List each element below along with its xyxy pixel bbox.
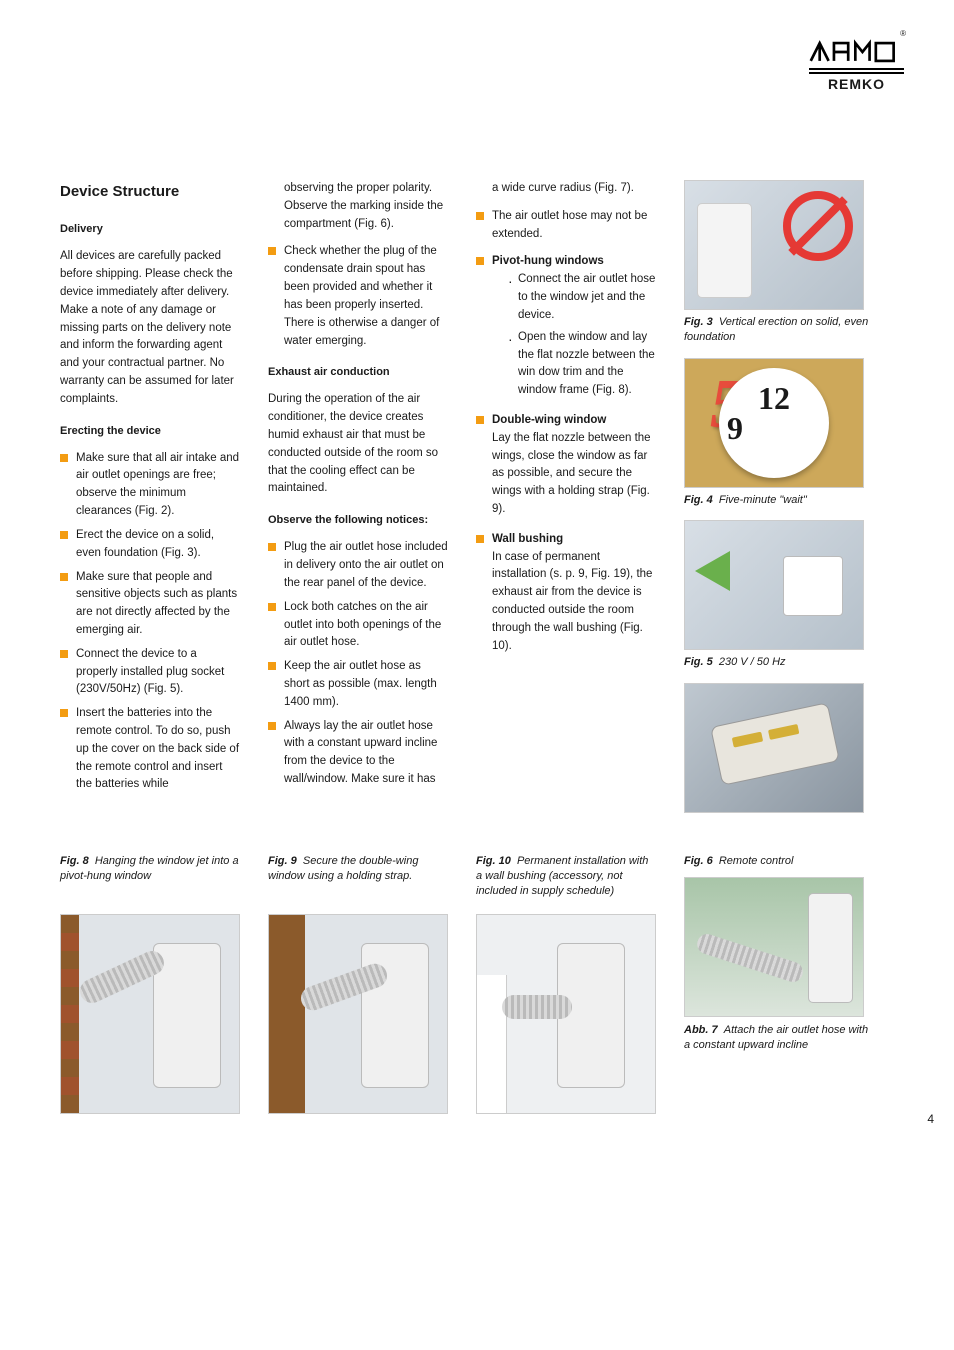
heading-exhaust: Exhaust air conduction <box>268 364 448 381</box>
list-extend: The air outlet hose may not be extended. <box>476 208 656 244</box>
figure-4-caption: Fig. 4 Five-minute "wait" <box>684 493 874 508</box>
figure-5-caption: Fig. 5 230 V / 50 Hz <box>684 655 874 670</box>
bottom-figures-row: Fig. 8 Hanging the window jet into a piv… <box>60 849 904 1114</box>
clock-9: 9 <box>727 404 743 454</box>
figure-4: 5 12 9 Fig. 4 Five-minute "wait" <box>684 358 874 508</box>
figure-8-caption: Fig. 8 Hanging the window jet into a piv… <box>60 854 240 904</box>
figure-5-image <box>684 520 864 650</box>
figure-4-image: 5 12 9 <box>684 358 864 488</box>
paragraph-polarity: observing the proper polarity. Observe t… <box>268 180 448 233</box>
figure-7-caption: Abb. 7 Attach the air outlet hose with a… <box>684 1023 874 1073</box>
list-observe: Plug the air outlet hose included in del… <box>268 539 448 789</box>
figure-8-image <box>60 914 240 1114</box>
registered-mark: ® <box>900 29 906 38</box>
section-title: Device Structure <box>60 180 240 203</box>
list-item: Check whether the plug of the condensate… <box>268 243 448 350</box>
list-item: Open the window and lay the flat nozzle … <box>508 329 656 400</box>
figure-10-image <box>476 914 656 1114</box>
paragraph-exhaust: During the operation of the air conditio… <box>268 391 448 498</box>
list-item: Erect the device on a solid, even founda… <box>60 527 240 563</box>
figure-3-image <box>684 180 864 310</box>
figure-3: Fig. 3 Vertical erection on solid, even … <box>684 180 874 346</box>
heading-double-label: Double-wing window <box>492 414 606 426</box>
heading-erecting: Erecting the device <box>60 423 240 440</box>
figure-3-caption: Fig. 3 Vertical erection on solid, even … <box>684 315 874 346</box>
paragraph-curve: a wide curve radius (Fig. 7). <box>476 180 656 198</box>
heading-pivot: Pivot-hung windows Connect the air outle… <box>476 253 656 400</box>
list-check: Check whether the plug of the condensate… <box>268 243 448 350</box>
figure-7-image <box>684 877 864 1017</box>
figure-8: Fig. 8 Hanging the window jet into a piv… <box>60 849 240 1114</box>
clock-12: 12 <box>758 374 790 424</box>
column-3: a wide curve radius (Fig. 7). The air ou… <box>476 180 656 825</box>
figure-9-image <box>268 914 448 1114</box>
list-wall-section: Wall bushing In case of permanent instal… <box>476 531 656 656</box>
list-item: The air outlet hose may not be extended. <box>476 208 656 244</box>
list-item: Lock both catches on the air outlet into… <box>268 599 448 652</box>
heading-delivery: Delivery <box>60 221 240 238</box>
heading-wall: Wall bushing In case of permanent instal… <box>476 531 656 656</box>
column-1: Device Structure Delivery All devices ar… <box>60 180 240 825</box>
list-item: Connect the air outlet hose to the windo… <box>508 271 656 324</box>
heading-pivot-label: Pivot-hung windows <box>492 255 604 267</box>
list-item: Insert the batteries into the remote con… <box>60 705 240 794</box>
figure-10-caption: Fig. 10 Permanent installation with a wa… <box>476 854 656 904</box>
figure-5: Fig. 5 230 V / 50 Hz <box>684 520 874 670</box>
figure-6-caption: Fig. 6 Remote control <box>684 854 874 869</box>
list-item: Keep the air outlet hose as short as pos… <box>268 658 448 711</box>
heading-wall-label: Wall bushing <box>492 533 563 545</box>
figure-6 <box>684 683 874 813</box>
list-erecting: Make sure that all air intake and air ou… <box>60 450 240 795</box>
list-item: Plug the air outlet hose included in del… <box>268 539 448 592</box>
list-item: Make sure that people and sensitive obje… <box>60 569 240 640</box>
prohibit-icon <box>783 191 853 261</box>
paragraph-wall: In case of permanent installation (s. p.… <box>492 549 656 656</box>
list-item: Always lay the air outlet hose with a co… <box>268 718 448 789</box>
figure-9: Fig. 9 Secure the double-wing window usi… <box>268 849 448 1114</box>
figure-6-image <box>684 683 864 813</box>
heading-double: Double-wing window Lay the flat nozzle b… <box>476 412 656 519</box>
list-pivot: Connect the air outlet hose to the windo… <box>492 271 656 400</box>
list-item: Connect the device to a properly install… <box>60 646 240 699</box>
figure-6-7-captions: Fig. 6 Remote control Abb. 7 Attach the … <box>684 849 874 1114</box>
brand-logo-mark: ® <box>809 35 904 70</box>
paragraph-delivery: All devices are carefully packed before … <box>60 248 240 408</box>
list-double-section: Double-wing window Lay the flat nozzle b… <box>476 412 656 519</box>
figure-9-caption: Fig. 9 Secure the double-wing window usi… <box>268 854 448 904</box>
column-2: observing the proper polarity. Observe t… <box>268 180 448 825</box>
figure-10: Fig. 10 Permanent installation with a wa… <box>476 849 656 1114</box>
clock-face: 12 9 <box>719 368 829 478</box>
page-number: 4 <box>927 1112 934 1126</box>
brand-logo: ® REMKO <box>809 35 904 92</box>
column-4-figures: Fig. 3 Vertical erection on solid, even … <box>684 180 874 825</box>
list-pivot-section: Pivot-hung windows Connect the air outle… <box>476 253 656 400</box>
brand-name: REMKO <box>809 72 904 92</box>
list-item: Make sure that all air intake and air ou… <box>60 450 240 521</box>
paragraph-double: Lay the flat nozzle between the wings, c… <box>492 430 656 519</box>
heading-observe: Observe the following notices: <box>268 512 448 529</box>
